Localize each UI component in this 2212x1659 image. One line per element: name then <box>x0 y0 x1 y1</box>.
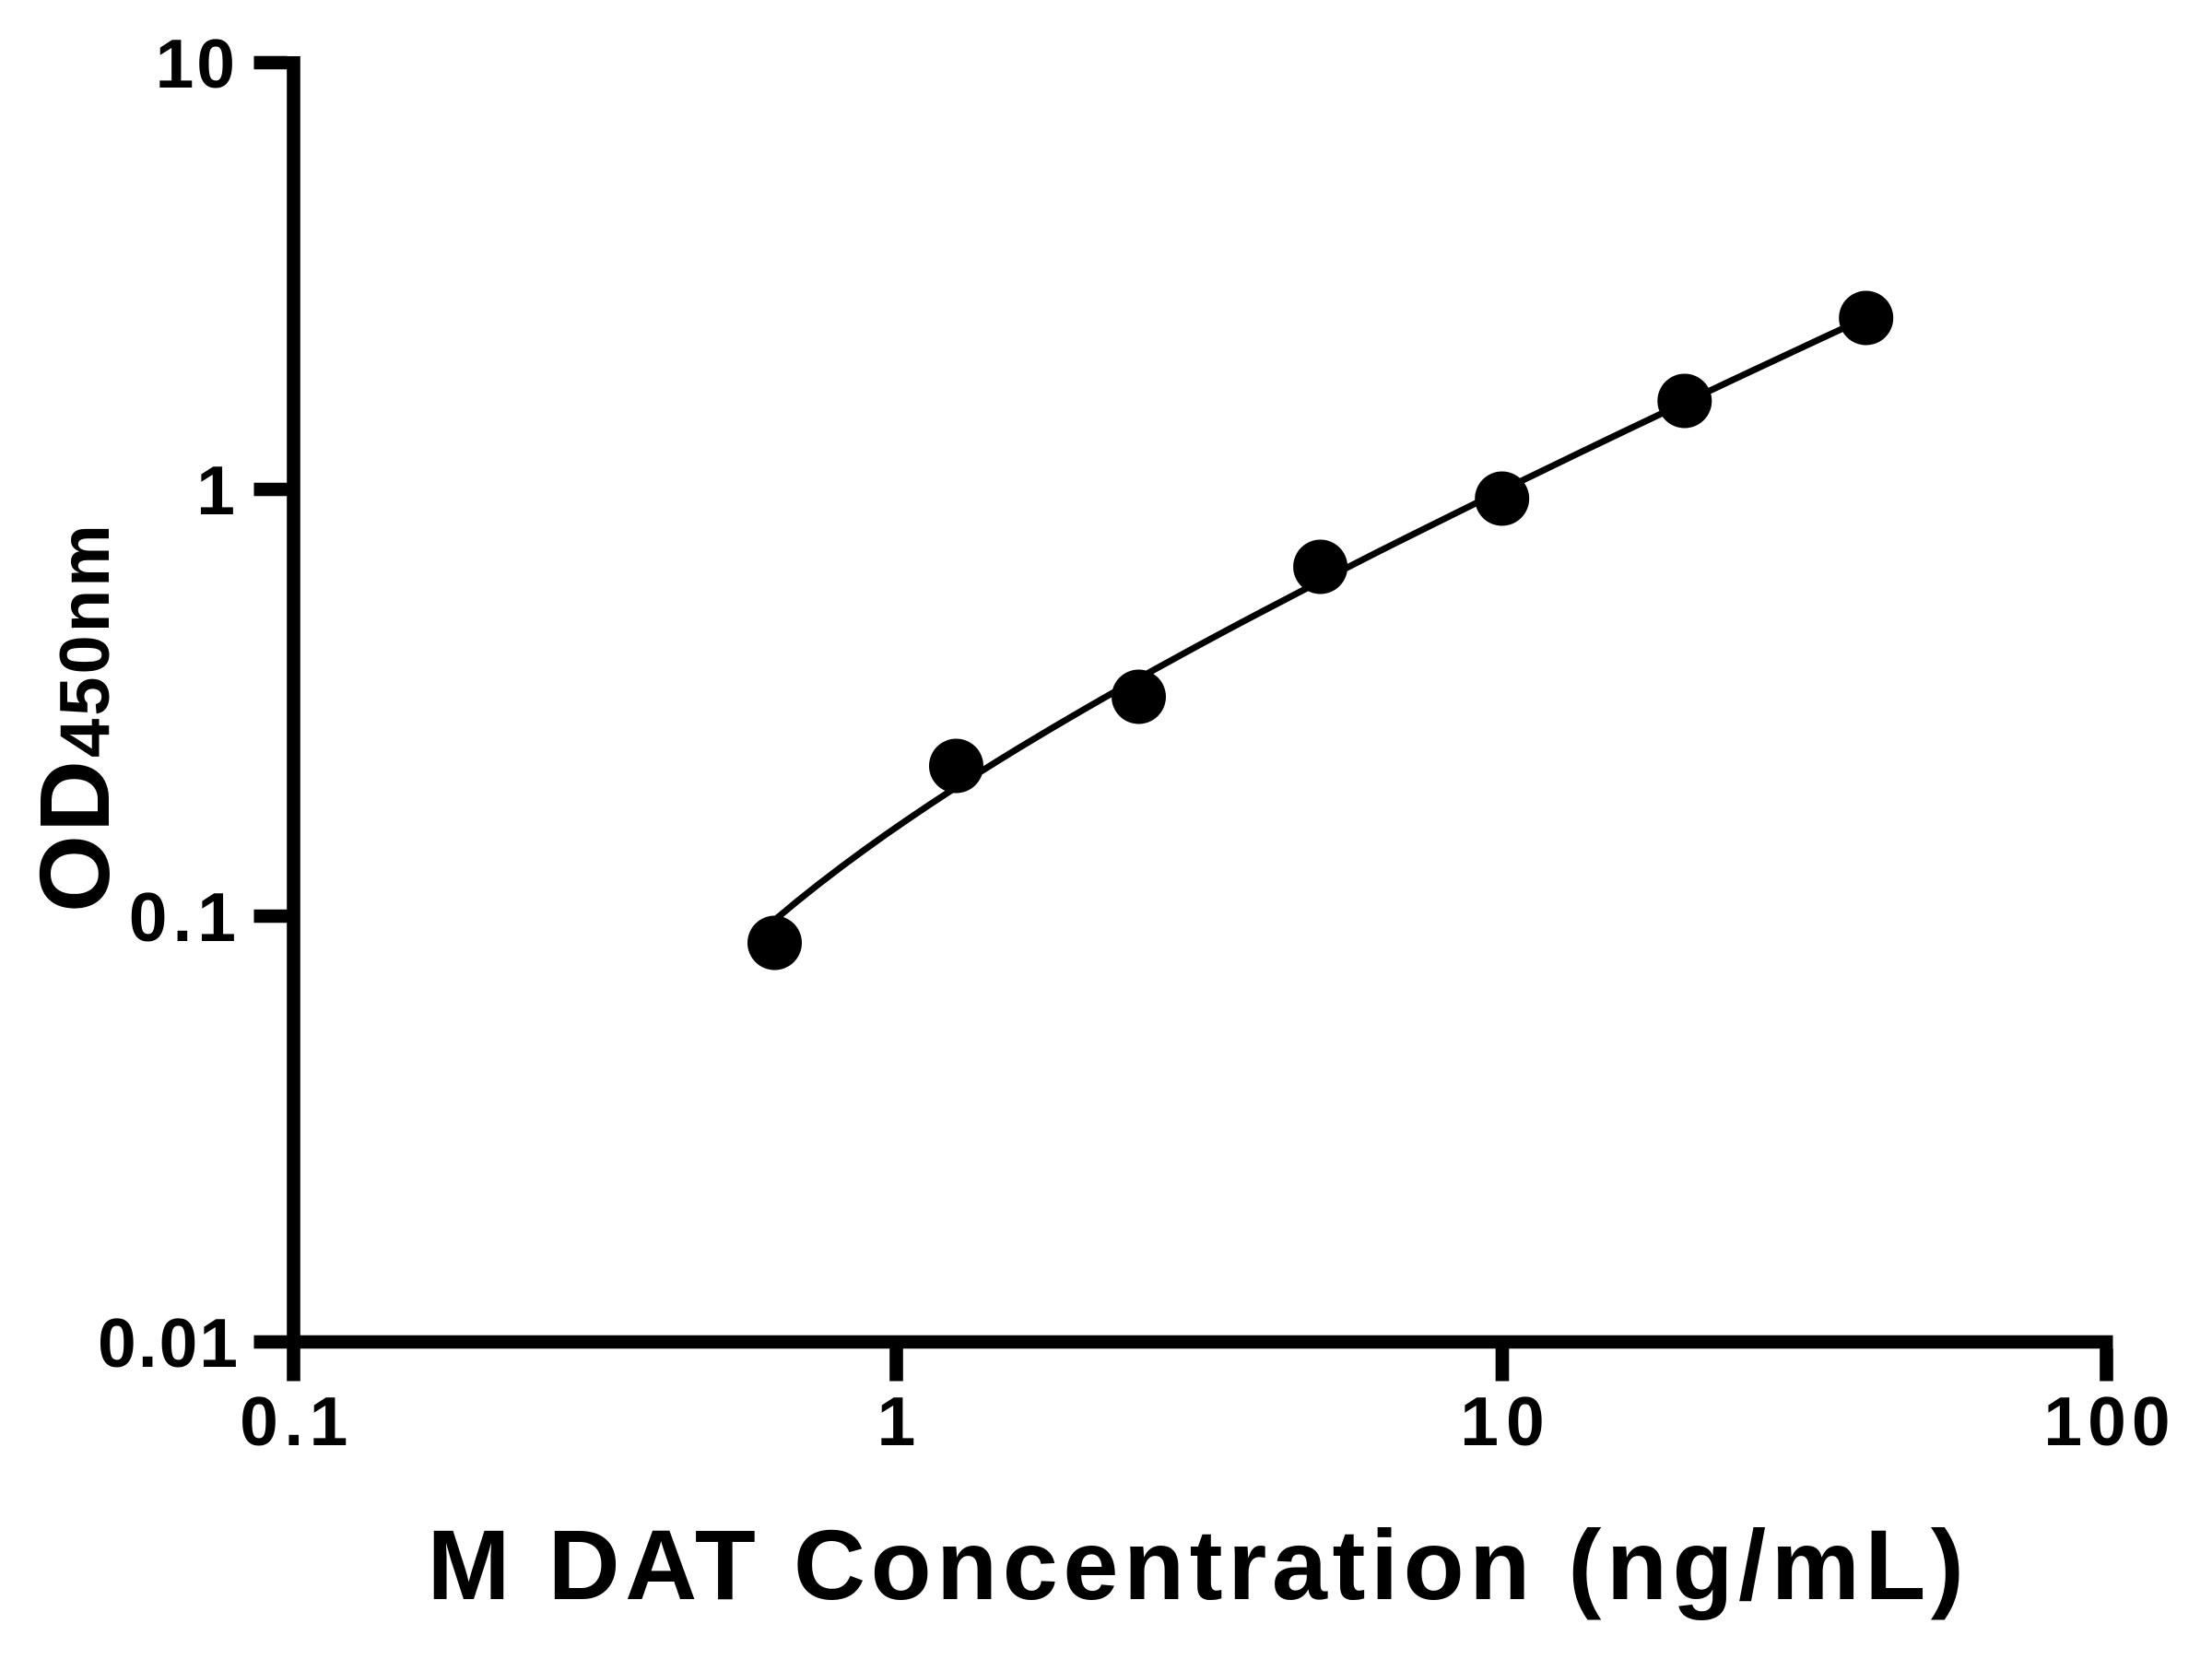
svg-text:10: 10 <box>156 25 238 102</box>
svg-text:0.1: 0.1 <box>129 878 241 956</box>
svg-text:1: 1 <box>877 1382 916 1460</box>
svg-text:M DAT Concentration (ng/mL): M DAT Concentration (ng/mL) <box>427 1509 1969 1620</box>
svg-text:10: 10 <box>1460 1382 1551 1460</box>
svg-text:0.01: 0.01 <box>98 1304 240 1382</box>
svg-text:0.1: 0.1 <box>240 1382 354 1460</box>
svg-text:100: 100 <box>2043 1382 2175 1460</box>
svg-text:1: 1 <box>196 452 235 529</box>
